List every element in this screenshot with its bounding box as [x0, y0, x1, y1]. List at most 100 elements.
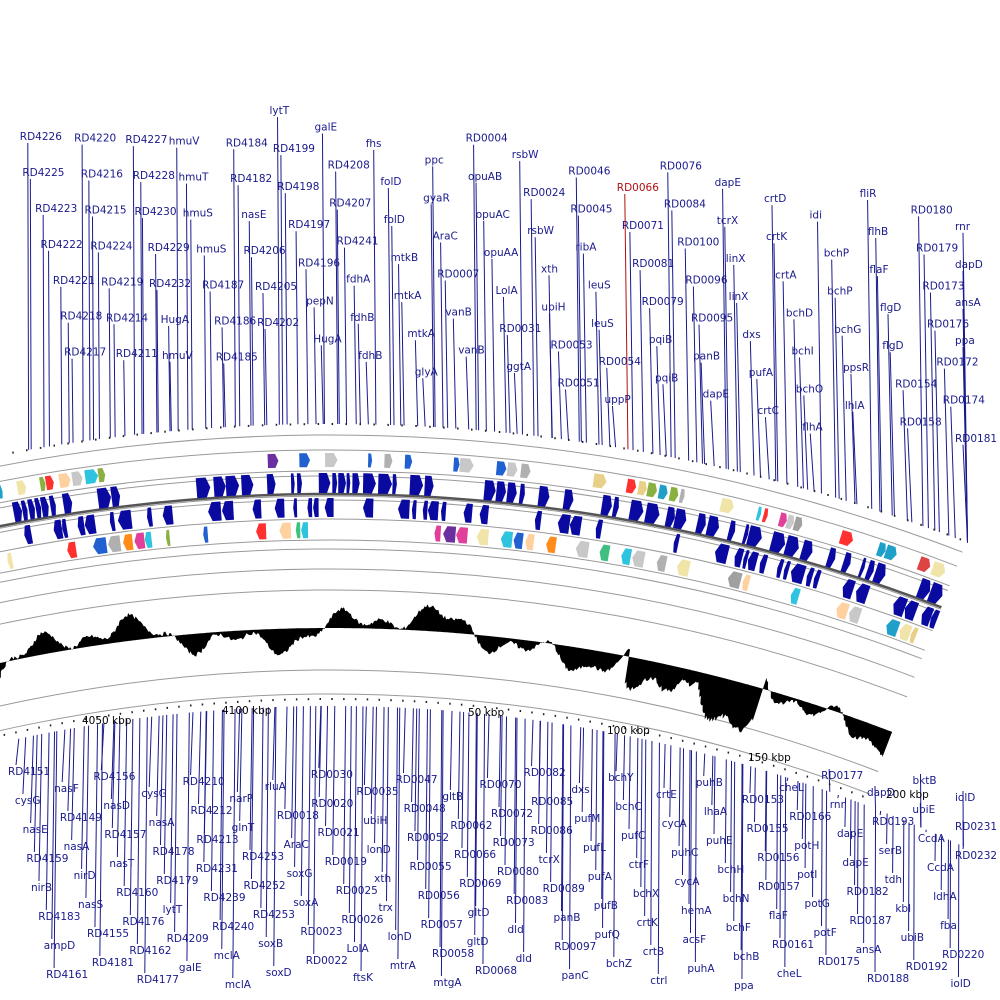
gene-label[interactable]: lhaA — [704, 806, 728, 818]
gene-label[interactable]: RD0154 — [895, 378, 937, 390]
gene-label[interactable]: RD0173 — [922, 281, 964, 293]
gene-label[interactable]: RD0220 — [942, 949, 984, 961]
gene-label[interactable]: RD4162 — [129, 945, 171, 957]
gene-label[interactable]: RD0175 — [818, 956, 860, 968]
gene-label[interactable]: mclA — [214, 950, 241, 962]
gene-label[interactable]: RD4207 — [329, 198, 371, 210]
gene-label[interactable]: ansA — [856, 944, 883, 956]
gene-label[interactable]: opuAC — [476, 209, 510, 221]
gene-label[interactable]: RD4176 — [122, 916, 164, 928]
gene-label[interactable]: gyaR — [423, 192, 450, 204]
gene-label[interactable]: ribA — [575, 242, 597, 254]
gene-label[interactable]: pepN — [306, 295, 334, 307]
gene-label[interactable]: RD0188 — [867, 973, 909, 985]
gene-label[interactable]: cheL — [777, 968, 802, 980]
gene-label[interactable]: RD4186 — [214, 315, 256, 327]
gene-label[interactable]: lonD — [388, 931, 412, 943]
gene-label[interactable]: cycA — [662, 818, 688, 830]
gene-label[interactable]: RD0054 — [599, 356, 641, 368]
gene-label[interactable]: CcdA — [927, 862, 955, 874]
gene-label[interactable]: uppP — [604, 394, 630, 406]
gene-label[interactable]: RD4226 — [20, 131, 62, 143]
gene-label[interactable]: galE — [314, 121, 337, 133]
gene-label[interactable]: RD0047 — [395, 774, 437, 786]
gene-label[interactable]: crtB — [643, 946, 664, 958]
gene-label[interactable]: bchO — [796, 383, 823, 395]
gene-label[interactable]: RD0048 — [404, 803, 446, 815]
gene-label[interactable]: RD4156 — [93, 771, 135, 783]
gene-label[interactable]: RD0073 — [493, 837, 535, 849]
gene-label[interactable]: RD4230 — [134, 206, 176, 218]
gene-label[interactable]: hmuT — [178, 172, 209, 184]
gene-label[interactable]: RD4182 — [230, 173, 272, 185]
gene-label[interactable]: dxs — [742, 329, 760, 341]
gene-label[interactable]: rnr — [955, 221, 971, 233]
gene-label[interactable]: gltD — [468, 907, 490, 919]
gene-label[interactable]: RD0161 — [772, 939, 814, 951]
gene-label[interactable]: HugA — [313, 333, 342, 345]
gene-label[interactable]: flaF — [769, 910, 788, 922]
gene-label[interactable]: RD0004 — [466, 133, 508, 145]
gene-label[interactable]: nasE — [23, 824, 48, 836]
gene-label[interactable]: RD0172 — [936, 357, 978, 369]
gene-label[interactable]: RD0232 — [955, 850, 997, 862]
gene-label[interactable]: RD4241 — [336, 236, 378, 248]
gene-label[interactable]: RD0058 — [432, 948, 474, 960]
gene-label[interactable]: RD0051 — [558, 377, 600, 389]
gene-label[interactable]: RD0182 — [847, 886, 889, 898]
gene-label[interactable]: potI — [797, 869, 817, 881]
gene-label[interactable]: RD0080 — [497, 866, 539, 878]
gene-label[interactable]: RD4210 — [183, 776, 225, 788]
gene-label[interactable]: RD0086 — [531, 825, 573, 837]
gene-label[interactable]: idi — [810, 210, 823, 222]
gene-label[interactable]: crtK — [766, 231, 788, 243]
gene-label[interactable]: LolA — [495, 285, 518, 297]
gene-label[interactable]: nasS — [78, 899, 104, 911]
gene-label[interactable]: RD0046 — [568, 166, 610, 178]
gene-label[interactable]: flaF — [869, 264, 888, 276]
gene-label[interactable]: RD4181 — [92, 957, 134, 969]
gene-label[interactable]: RD0045 — [570, 204, 612, 216]
gene-label[interactable]: RD0082 — [524, 767, 566, 779]
gene-label[interactable]: ampD — [44, 940, 75, 952]
gene-label[interactable]: RD4228 — [133, 170, 175, 182]
gene-label[interactable]: nirB — [31, 882, 52, 894]
gene-label[interactable]: hmuV — [162, 350, 194, 362]
gene-label[interactable]: puhA — [687, 963, 715, 975]
gene-label[interactable]: crtE — [656, 789, 677, 801]
gene-label[interactable]: linX — [726, 253, 746, 265]
gene-label[interactable]: RD0021 — [318, 827, 360, 839]
gene-label[interactable]: RD4227 — [125, 134, 167, 146]
gene-label[interactable]: RD0068 — [475, 965, 517, 977]
gene-label[interactable]: rsbW — [527, 225, 554, 237]
gene-label[interactable]: dapE — [837, 828, 863, 840]
gene-label[interactable]: lytT — [163, 904, 183, 916]
gene-label[interactable]: folD — [380, 176, 401, 188]
gene-label[interactable]: RD4214 — [106, 312, 148, 324]
gene-label[interactable]: bchN — [723, 893, 750, 905]
gene-label[interactable]: vanB — [458, 345, 485, 357]
gene-label[interactable]: RD0174 — [943, 395, 985, 407]
gene-label[interactable]: RD4178 — [152, 846, 194, 858]
gene-label[interactable]: RD0193 — [872, 816, 914, 828]
gene-label[interactable]: RD0085 — [531, 796, 573, 808]
gene-label[interactable]: RD4231 — [196, 863, 238, 875]
gene-label[interactable]: trx — [378, 902, 392, 914]
gene-label[interactable]: RD4199 — [273, 143, 315, 155]
gene-label[interactable]: ppc — [425, 154, 444, 166]
gene-label[interactable]: flhB — [868, 226, 888, 238]
gene-label[interactable]: acsF — [682, 934, 706, 946]
gene-label[interactable]: rluA — [265, 781, 287, 793]
gene-label[interactable]: tcrX — [538, 854, 559, 866]
gene-label[interactable]: ubiH — [541, 301, 565, 313]
gene-label[interactable]: RD4219 — [101, 276, 143, 288]
gene-label[interactable]: ppsR — [843, 362, 869, 374]
gene-label[interactable]: flgD — [882, 340, 903, 352]
gene-label[interactable]: dxs — [571, 784, 589, 796]
gene-label[interactable]: puhE — [706, 835, 733, 847]
gene-label[interactable]: RD4217 — [64, 347, 106, 359]
gene-label[interactable]: RD4202 — [257, 317, 299, 329]
gene-label[interactable]: RD4206 — [243, 245, 285, 257]
gene-label[interactable]: gltB — [442, 791, 463, 803]
gene-label[interactable]: RD0072 — [491, 808, 533, 820]
